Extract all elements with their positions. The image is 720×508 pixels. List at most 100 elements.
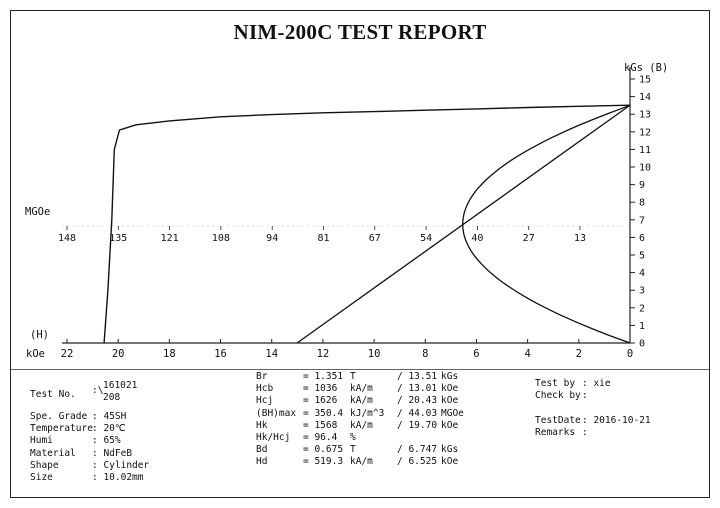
measure-alt-unit: MGOe [441,407,464,419]
measure-name: Bd [256,444,268,456]
measure-unit: T [350,371,356,382]
measure-unit: kA/m [350,456,373,468]
signoff-value: : 2016-10-21 [582,414,651,426]
measure-unit: T [350,444,356,456]
report-title: NIM-200C TEST REPORT [233,20,487,44]
measure-name: Hk/Hcj [256,432,291,443]
test-no-sep: :\ [92,385,104,396]
measure-name: (BH)max [256,407,297,419]
y-tick-label: 12 [639,127,651,138]
y-tick-label: 7 [639,215,645,226]
y-tick-label: 1 [639,321,645,332]
x-tick-label: 10 [368,348,381,360]
spec-label: Material [30,447,76,459]
measure-alt-value: / 44.03 [397,407,438,419]
measure-value: = 1036 [303,383,338,395]
measure-alt-value: / 6.525 [397,456,438,468]
measure-alt-value: / 13.01 [397,383,438,395]
measure-alt-value: / 6.747 [397,444,438,456]
y-tick-label: 13 [639,110,651,121]
measure-value: = 519.3 [303,456,344,468]
measure-alt-value: / 20.43 [397,395,438,407]
demag-curve [103,104,631,344]
energy-tick-label: 54 [420,233,432,244]
energy-tick-label: 27 [523,233,535,244]
energy-tick-label: 108 [212,233,230,244]
measure-name: Hd [256,456,268,468]
x-tick-label: 14 [265,348,278,360]
measure-alt-unit: kOe [441,395,459,407]
measure-alt-unit: kGs [441,371,459,382]
y-tick-label: 5 [639,251,645,262]
x-tick-label: 16 [214,348,227,360]
test-no-value-2: 208 [103,392,121,403]
y-tick-label: 14 [639,92,651,103]
test-no-value-1: 161021 [103,380,138,391]
measure-value: = 350.4 [303,407,344,419]
measure-name: Hcb [256,383,274,395]
spec-label: Shape [30,459,59,471]
measure-alt-unit: kOe [441,419,459,431]
x-tick-label: 22 [61,348,74,360]
measure-alt-unit: kGs [441,444,459,456]
signoff-label: Test by [535,378,576,389]
energy-tick-label: 135 [109,233,127,244]
load-line [296,104,631,344]
x-tick-label: 6 [473,348,479,360]
y-tick-label: 2 [639,303,645,314]
energy-tick-label: 40 [471,233,483,244]
x-tick-label: 18 [163,348,176,360]
measure-value: = 0.675 [303,444,344,456]
measure-name: Hcj [256,395,274,407]
separator-line [11,369,709,370]
y-tick-label: 10 [639,163,651,174]
measure-name: Br [256,371,268,382]
measure-alt-value: / 19.70 [397,419,438,431]
signoff-value: : xie [582,378,611,389]
signoff-label: Check by [535,390,581,402]
energy-tick-label: 148 [58,233,76,244]
report-frame [10,10,710,498]
x-tick-label: 0 [627,348,633,360]
measure-unit: % [350,432,356,443]
spec-value: : NdFeB [92,447,133,459]
x-tick-label: 4 [524,348,530,360]
spec-value: : Cylinder [92,459,150,471]
spec-label: Temperature [30,423,93,435]
measure-unit: kA/m [350,419,373,431]
energy-tick-label: 94 [266,233,278,244]
test-no-label: Test No. [30,389,76,400]
energy-tick-label: 121 [161,233,179,244]
y-tick-label: 4 [639,268,645,279]
h-axis-label: (H) [30,329,49,341]
spec-value: : 45SH [92,411,127,422]
signoff-label: TestDate [535,414,581,426]
energy-axis-label: MGOe [25,206,50,218]
measure-value: = 1626 [303,395,338,407]
measure-unit: kA/m [350,395,373,407]
spec-value: : 65% [92,435,121,447]
spec-label: Size [30,472,53,483]
y-tick-label: 15 [639,75,651,86]
energy-tick-label: 67 [369,233,381,244]
measure-unit: kJ/m^3 [350,407,385,419]
spec-label: Humi [30,435,53,447]
energy-tick-label: 13 [574,233,586,244]
measure-value: = 1568 [303,419,338,431]
measure-value: = 96.4 [303,432,338,443]
energy-tick-label: 81 [317,233,329,244]
y-tick-label: 11 [639,145,651,156]
x-tick-label: 20 [112,348,125,360]
x-tick-label: 2 [576,348,582,360]
measure-name: Hk [256,419,268,431]
y-tick-label: 3 [639,286,645,297]
y-axis-label: kGs (B) [624,62,668,74]
x-tick-label: 12 [317,348,330,360]
y-tick-label: 8 [639,198,645,209]
signoff-value: : [582,390,588,402]
signoff-value: : [582,426,588,438]
energy-product-curve [462,104,631,344]
measure-value: = 1.351 [303,371,344,382]
measure-alt-value: / 13.51 [397,371,438,382]
